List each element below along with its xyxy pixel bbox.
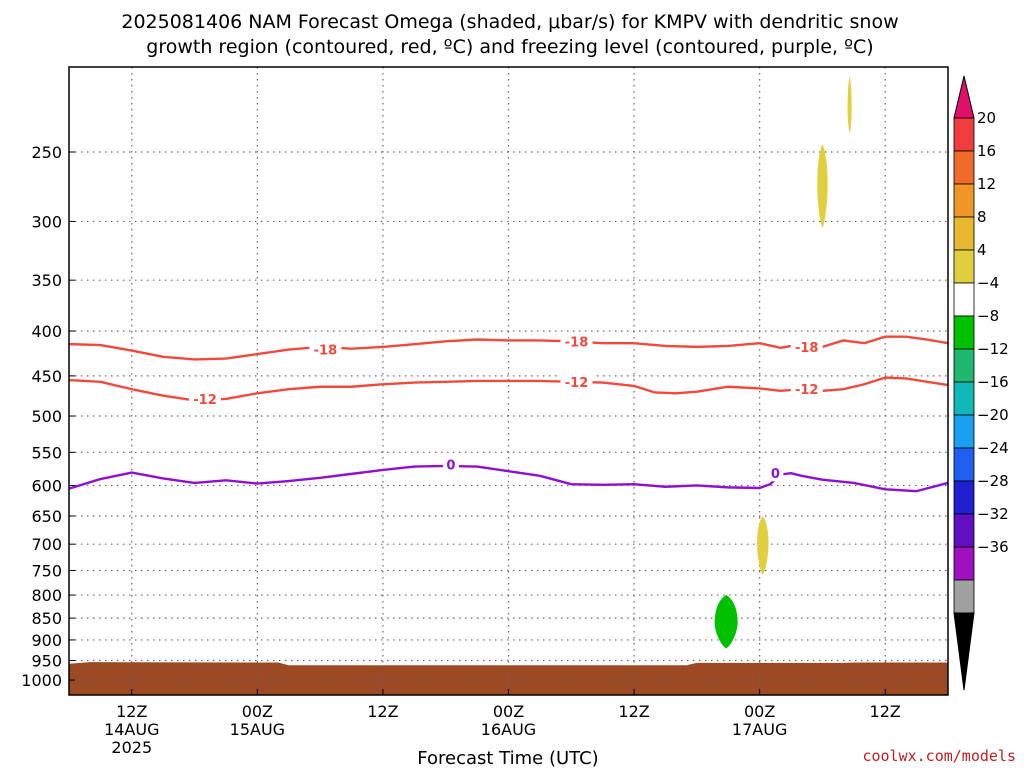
contour-label-bg	[442, 456, 459, 473]
contour-label: -12	[193, 393, 217, 408]
colorbar-segment	[953, 249, 975, 284]
contour-label: 0	[446, 459, 455, 474]
colorbar-segment	[953, 183, 975, 218]
contour-label-bg	[767, 465, 784, 482]
x-tick-label: 15AUG	[230, 720, 285, 739]
chart-title-line1: 2025081406 NAM Forecast Omega (shaded, μ…	[121, 11, 898, 33]
x-tick-label: 12Z	[116, 702, 147, 721]
chart-title-line2: growth region (contoured, red, ºC) and f…	[146, 36, 873, 58]
colorbar-label: −24	[977, 439, 1009, 457]
y-tick-label: 900	[31, 631, 62, 650]
contour-label-bg	[309, 341, 342, 358]
y-tick-label: 700	[31, 535, 62, 554]
terrain-fill	[69, 662, 948, 695]
omega-shaded-region	[714, 595, 738, 649]
colorbar-segment	[953, 150, 975, 185]
colorbar-bottom-triangle	[953, 612, 975, 691]
colorbar-label: −4	[977, 274, 999, 292]
y-tick-label: 750	[31, 561, 62, 580]
y-axis: 250 300 350 400 450 500 550 600 650 700 750 800 850 9…	[21, 143, 75, 690]
omega-shaded-region	[847, 76, 852, 134]
colorbar-label: −28	[977, 472, 1009, 490]
terrain-layer	[69, 662, 948, 695]
colorbar-segment	[953, 513, 975, 548]
colorbar-segment	[953, 216, 975, 251]
x-tick-label: 14AUG	[104, 720, 159, 739]
x-tick-label: 00Z	[493, 702, 524, 721]
omega-shading-layer	[714, 76, 852, 649]
contour-label-bg	[560, 333, 593, 350]
contour-label: -18	[565, 335, 589, 350]
x-tick-label: 16AUG	[481, 720, 536, 739]
x-axis-label: Forecast Time (UTC)	[417, 748, 598, 768]
y-tick-label: 850	[31, 609, 62, 628]
colorbar-label: 20	[977, 109, 996, 127]
contour-label: -12	[795, 383, 819, 398]
colorbar-top-triangle	[953, 75, 975, 119]
y-tick-label: 550	[31, 443, 62, 462]
colorbar-label: 12	[977, 175, 996, 193]
omega-shaded-region	[757, 515, 769, 575]
contour-label-bg	[790, 381, 823, 398]
contour-label: 0	[771, 467, 780, 482]
colorbar: 20 16 12 8 4 −4 −8 −12 −16 −20 −24 −28 −32 −36	[953, 75, 1009, 691]
colorbar-segment	[953, 414, 975, 449]
y-tick-label: 400	[31, 322, 62, 341]
contour-label-bg	[560, 373, 593, 390]
colorbar-segment	[953, 315, 975, 350]
omega-shaded-region	[817, 144, 828, 228]
colorbar-segment	[953, 579, 975, 614]
grid-layer	[69, 67, 948, 695]
colorbar-segment	[953, 381, 975, 416]
y-tick-label: 300	[31, 212, 62, 231]
y-tick-label: 450	[31, 367, 62, 386]
contour-label-bg	[189, 390, 222, 407]
y-tick-label: 1000	[21, 671, 62, 690]
y-tick-label: 250	[31, 143, 62, 162]
contour-label: -18	[314, 344, 338, 359]
colorbar-segment	[953, 546, 975, 581]
colorbar-label: 4	[977, 241, 987, 259]
colorbar-label: 16	[977, 142, 996, 160]
y-tick-label: 350	[31, 271, 62, 290]
colorbar-segment	[953, 447, 975, 482]
colorbar-label: −20	[977, 406, 1009, 424]
y-tick-label: 500	[31, 407, 62, 426]
x-tick-label: 17AUG	[732, 720, 787, 739]
contour-label: -12	[565, 376, 589, 391]
colorbar-label: −16	[977, 373, 1009, 391]
x-tick-label: 00Z	[744, 702, 775, 721]
contour-label: -18	[795, 341, 819, 356]
y-tick-label: 950	[31, 652, 62, 671]
y-tick-label: 600	[31, 476, 62, 495]
y-tick-label: 800	[31, 586, 62, 605]
y-tick-label: 650	[31, 507, 62, 526]
colorbar-label: −36	[977, 538, 1009, 556]
colorbar-label: −32	[977, 505, 1009, 523]
colorbar-segment	[953, 480, 975, 515]
x-tick-label: 12Z	[618, 702, 649, 721]
x-tick-label: 2025	[111, 738, 152, 757]
contour-line-freezing	[68, 464, 949, 493]
x-tick-label: 12Z	[870, 702, 901, 721]
colorbar-segment	[953, 282, 975, 317]
colorbar-label: −8	[977, 307, 999, 325]
colorbar-label: 8	[977, 208, 987, 226]
colorbar-label: −12	[977, 340, 1009, 358]
x-tick-label: 12Z	[367, 702, 398, 721]
x-tick-label: 00Z	[242, 702, 273, 721]
contour-label-bg	[790, 338, 823, 355]
colorbar-segment	[953, 117, 975, 152]
colorbar-segment	[953, 348, 975, 383]
contour-layer: -18 -18 -18 -12 -12 -12 0 0	[68, 333, 949, 493]
contour-line-dgz	[68, 335, 949, 361]
site-credit: coolwx.com/models	[862, 747, 1016, 765]
